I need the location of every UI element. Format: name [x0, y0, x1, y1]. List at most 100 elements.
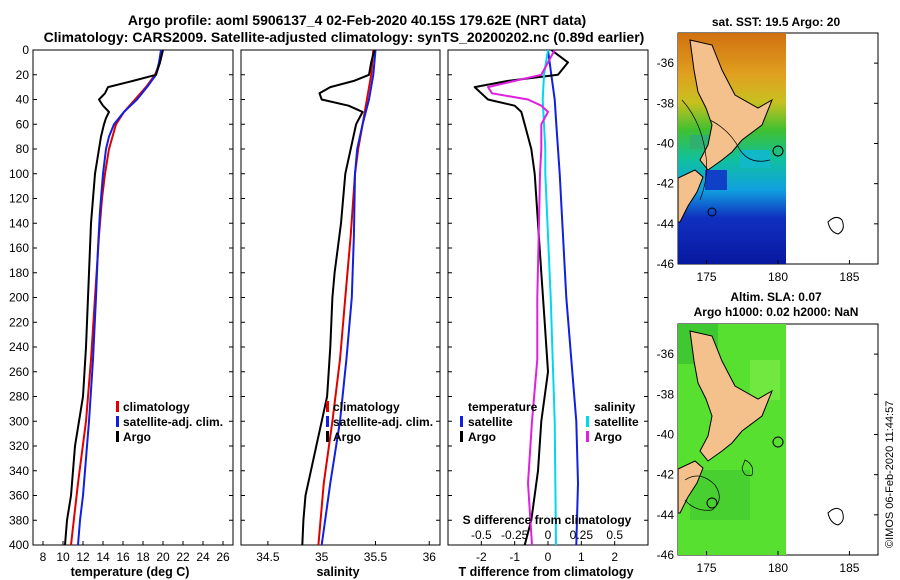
- y-tick-label: 220: [9, 315, 29, 329]
- map-y-tick-label: -46: [657, 257, 675, 271]
- x-tick-label: 1: [578, 550, 585, 564]
- sst-map: sat. SST: 19.5 Argo: 20 175 180 185 -36 -38 -…: [657, 15, 879, 284]
- x-tick-label: 16: [116, 550, 130, 564]
- argo-location-marker: [772, 436, 784, 448]
- legend-label-t-satellite: satellite: [468, 415, 513, 429]
- legend-title-salinity: salinity: [594, 400, 636, 414]
- argo-location-marker: [772, 145, 784, 157]
- legend-swatch-satellite-adj: [326, 416, 329, 427]
- map-y-tick-label: -44: [657, 508, 675, 522]
- y-tick-label: 340: [9, 464, 29, 478]
- map-y-tick-label: -42: [657, 468, 675, 482]
- series-line-satellite-adj-clim-: [320, 50, 377, 545]
- x-tick-label: 26: [216, 550, 230, 564]
- legend-label-climatology: climatology: [123, 400, 190, 414]
- salinity-plot-frame: [240, 49, 441, 546]
- legend-swatch-s-argo: [586, 431, 589, 442]
- south-island-land: [678, 460, 704, 514]
- sst-contour-blob: [707, 207, 717, 217]
- x-tick-label: 35: [315, 550, 329, 564]
- sla-field-patch: [750, 360, 780, 400]
- map-x-tick-label: 180: [768, 561, 788, 575]
- temperature-panel: 0 20 40 60 80 100 120 140 160 180 200 220 240 260 280 3…: [9, 43, 234, 579]
- top-x-tick-label: 0: [545, 528, 552, 542]
- legend-label-satellite-adj: satellite-adj. clim.: [123, 415, 223, 429]
- legend-swatch-climatology: [116, 401, 119, 412]
- sla-map-title-2: Argo h1000: 0.02 h2000: NaN: [694, 305, 859, 319]
- x-tick-label: 18: [136, 550, 150, 564]
- sst-contour: [681, 99, 707, 201]
- sla-field-patch: [690, 470, 750, 520]
- salinity-xlabel: salinity: [316, 565, 359, 579]
- legend-label-argo: Argo: [333, 430, 361, 444]
- north-island-land: [689, 330, 773, 462]
- legend-label-s-argo: Argo: [594, 430, 622, 444]
- y-tick-label: 0: [22, 43, 29, 57]
- temperature-plot-frame: [32, 49, 234, 546]
- series-line-argo: [64, 50, 164, 545]
- sla-map: Altim. SLA: 0.07 Argo h1000: 0.02 h2000:…: [657, 290, 879, 575]
- series-line-satellite-adj-clim-: [77, 50, 162, 545]
- y-tick-label: 80: [16, 142, 30, 156]
- copyright-stamp: ©IMOS 06-Feb-2020 11:44:57: [884, 401, 896, 548]
- map-y-tick-label: -36: [657, 56, 675, 70]
- y-tick-label: 380: [9, 513, 29, 527]
- y-tick-label: 200: [9, 291, 29, 305]
- series-line-salinity-satellite: [541, 50, 557, 545]
- map-x-tick-label: 175: [697, 561, 717, 575]
- x-tick-label: 12: [76, 550, 90, 564]
- y-tick-label: 140: [9, 216, 29, 230]
- legend-label-argo: Argo: [123, 430, 151, 444]
- difference-plot-frame: [447, 49, 649, 546]
- chatham-islands-outline: [827, 216, 844, 235]
- map-y-tick-label: -40: [657, 427, 675, 441]
- y-tick-label: 160: [9, 241, 29, 255]
- sst-field-patch: [740, 150, 770, 168]
- salinity-panel: 34.5 35 35.5 36 salinity climatology satell…: [240, 49, 441, 579]
- series-line-climatology: [317, 50, 375, 545]
- north-island-land: [689, 39, 773, 171]
- x-tick-label: -2: [476, 550, 487, 564]
- x-tick-label: 8: [40, 550, 47, 564]
- series-line-temperature-satellite: [547, 50, 579, 545]
- x-tick-label: 24: [196, 550, 210, 564]
- map-x-tick-label: 185: [839, 561, 859, 575]
- series-line-temperature-argo: [473, 50, 569, 545]
- sst-contour: [709, 119, 771, 162]
- title-line-2: Climatology: CARS2009. Satellite-adjuste…: [44, 29, 645, 45]
- legend-title-temperature: temperature: [468, 400, 538, 414]
- legend-swatch-argo: [326, 431, 329, 442]
- legend-label-s-satellite: satellite: [594, 415, 639, 429]
- top-x-tick-label: 0.5: [606, 528, 623, 542]
- difference-xlabel: T difference from climatology: [458, 565, 633, 579]
- y-tick-label: 100: [9, 167, 29, 181]
- x-tick-label: 14: [96, 550, 110, 564]
- sla-map-title-1: Altim. SLA: 0.07: [730, 290, 822, 304]
- map-y-tick-label: -36: [657, 347, 675, 361]
- y-tick-label: 320: [9, 439, 29, 453]
- temperature-xlabel: temperature (deg C): [71, 565, 190, 579]
- difference-temperature-legend: temperature satellite Argo: [460, 400, 538, 444]
- sst-map-title: sat. SST: 19.5 Argo: 20: [712, 15, 841, 29]
- series-line-salinity-argo: [487, 50, 556, 545]
- map-y-tick-label: -44: [657, 217, 675, 231]
- x-tick-label: 20: [156, 550, 170, 564]
- y-tick-label: 300: [9, 414, 29, 428]
- south-island-land: [678, 169, 704, 223]
- x-tick-label: 34.5: [256, 550, 280, 564]
- series-line-argo: [301, 50, 376, 545]
- top-x-tick-label: -0.5: [471, 528, 492, 542]
- x-tick-label: 10: [56, 550, 70, 564]
- temperature-legend: climatology satellite-adj. clim. Argo: [116, 400, 223, 444]
- top-x-tick-label: -0.25: [501, 528, 529, 542]
- x-tick-label: 35.5: [364, 550, 388, 564]
- sla-contour: [684, 475, 720, 511]
- sst-field-patch: [705, 170, 727, 190]
- legend-swatch-argo: [116, 431, 119, 442]
- map-x-tick-label: 185: [839, 270, 859, 284]
- map-y-tick-label: -42: [657, 177, 675, 191]
- chatham-islands-outline: [827, 507, 844, 526]
- map-y-tick-label: -40: [657, 136, 675, 150]
- y-tick-label: 260: [9, 365, 29, 379]
